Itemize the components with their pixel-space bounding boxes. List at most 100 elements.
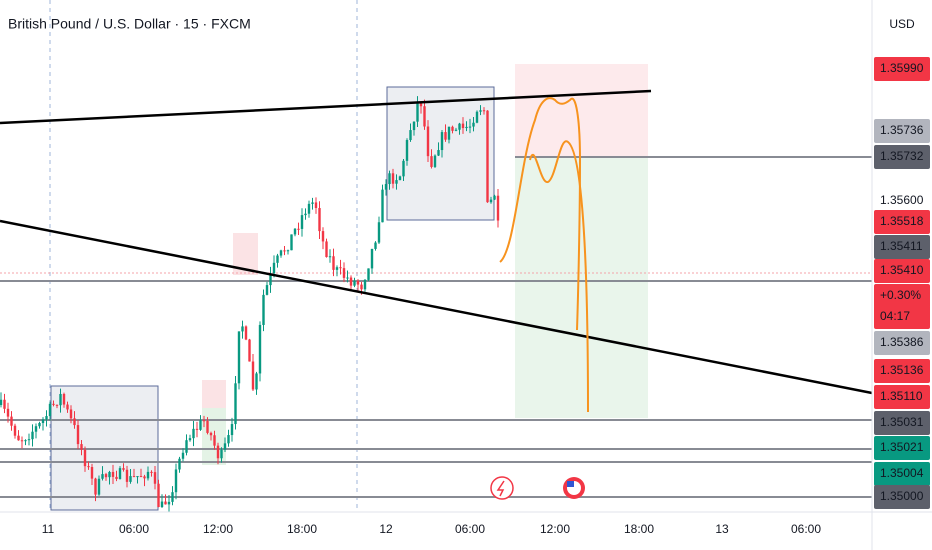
candle-body	[188, 438, 192, 441]
price-label-bg	[874, 462, 930, 486]
candle-body	[174, 469, 178, 493]
candle-body	[388, 173, 391, 185]
candle-body	[59, 393, 62, 406]
candle-body	[17, 435, 20, 441]
candle-body	[146, 471, 150, 479]
candle-body	[69, 409, 73, 419]
candle-body	[409, 130, 412, 141]
candle-body	[332, 256, 335, 270]
candle-body	[335, 267, 339, 270]
candle-body	[143, 476, 146, 479]
price-label: 1.35386	[880, 335, 924, 349]
price-label-bg	[874, 210, 930, 234]
candle-body	[76, 425, 80, 445]
time-label: 12	[379, 522, 393, 536]
candle-body	[433, 155, 437, 167]
trendline	[0, 89, 652, 125]
time-labels: 11 06:00 12:00 18:00 12 06:00 12:00 18:00 13 06:0…	[42, 522, 822, 536]
candle-body	[458, 123, 461, 130]
stop-zone	[515, 64, 648, 157]
time-label: 13	[715, 522, 729, 536]
candle-body	[115, 476, 118, 479]
candle-body	[272, 262, 276, 274]
candle-body	[167, 501, 171, 505]
price-label: 1.35518	[880, 214, 924, 228]
candle-body	[419, 102, 423, 107]
candle-body	[164, 501, 167, 505]
candle-body	[223, 443, 227, 450]
candle-body	[255, 373, 258, 390]
candle-body	[181, 452, 185, 459]
time-label: 18:00	[287, 522, 317, 536]
price-label-bg	[874, 119, 930, 143]
candle-body	[87, 466, 90, 468]
candle-body	[283, 250, 286, 252]
price-label: 1.35021	[880, 440, 924, 454]
candle-body	[6, 408, 10, 417]
candle-body	[405, 140, 409, 161]
candle-body	[31, 431, 34, 440]
candle-body	[90, 467, 94, 479]
candle-body	[237, 331, 241, 384]
candle-body	[139, 476, 143, 478]
candle-body	[10, 416, 13, 426]
candle-body	[199, 420, 202, 430]
price-label: 1.35736	[880, 123, 924, 137]
currency: USD	[889, 17, 915, 31]
candle-body	[360, 284, 363, 290]
candle-body	[265, 285, 269, 295]
candle-body	[73, 418, 76, 426]
candle-body	[475, 111, 479, 123]
event-icon[interactable]	[490, 476, 514, 500]
candle-body	[384, 184, 388, 190]
candle-body	[444, 132, 447, 140]
candle-body	[346, 277, 349, 279]
candle-body	[241, 326, 244, 332]
candle-body	[244, 326, 248, 340]
candle-body	[38, 423, 41, 427]
candle-body	[13, 425, 17, 436]
candle-body	[479, 110, 482, 112]
price-label: 1.35000	[880, 489, 924, 503]
levels	[0, 156, 872, 498]
projection-path	[499, 97, 582, 331]
candle-body	[41, 419, 45, 424]
candle-body	[300, 215, 304, 229]
candle-body	[101, 474, 104, 479]
candle-body	[230, 424, 234, 436]
candle-body	[202, 420, 206, 422]
candle-body	[398, 176, 402, 181]
price-label-bg	[874, 259, 930, 283]
candle-body	[132, 476, 136, 478]
candle-body	[472, 122, 475, 127]
candle-body	[136, 476, 139, 478]
candle-body	[27, 439, 31, 441]
trendline	[0, 219, 873, 395]
candle-body	[122, 468, 125, 470]
range-box	[386, 86, 495, 221]
price-label-bg	[874, 436, 930, 460]
candle-body	[489, 199, 493, 203]
price-label-bg	[874, 359, 930, 383]
candle-body	[430, 156, 433, 167]
candle-body	[402, 160, 405, 177]
time-label: 18:00	[624, 522, 654, 536]
candle-body	[437, 150, 440, 156]
candle-body	[461, 123, 465, 129]
candle-body	[129, 476, 132, 482]
candle-body	[195, 428, 199, 430]
candle-body	[83, 449, 87, 467]
candle-body	[178, 458, 181, 470]
candle-body	[48, 403, 52, 417]
candle-body	[192, 428, 195, 439]
time-label: 12:00	[540, 522, 570, 536]
candle-body	[157, 483, 160, 507]
candle-body	[290, 234, 293, 251]
candle-body	[370, 248, 374, 269]
candle-body	[0, 399, 3, 405]
time-label: 12:00	[203, 522, 233, 536]
candle-body	[185, 440, 188, 453]
candle-body	[286, 250, 290, 252]
time-label: 11	[42, 522, 55, 536]
